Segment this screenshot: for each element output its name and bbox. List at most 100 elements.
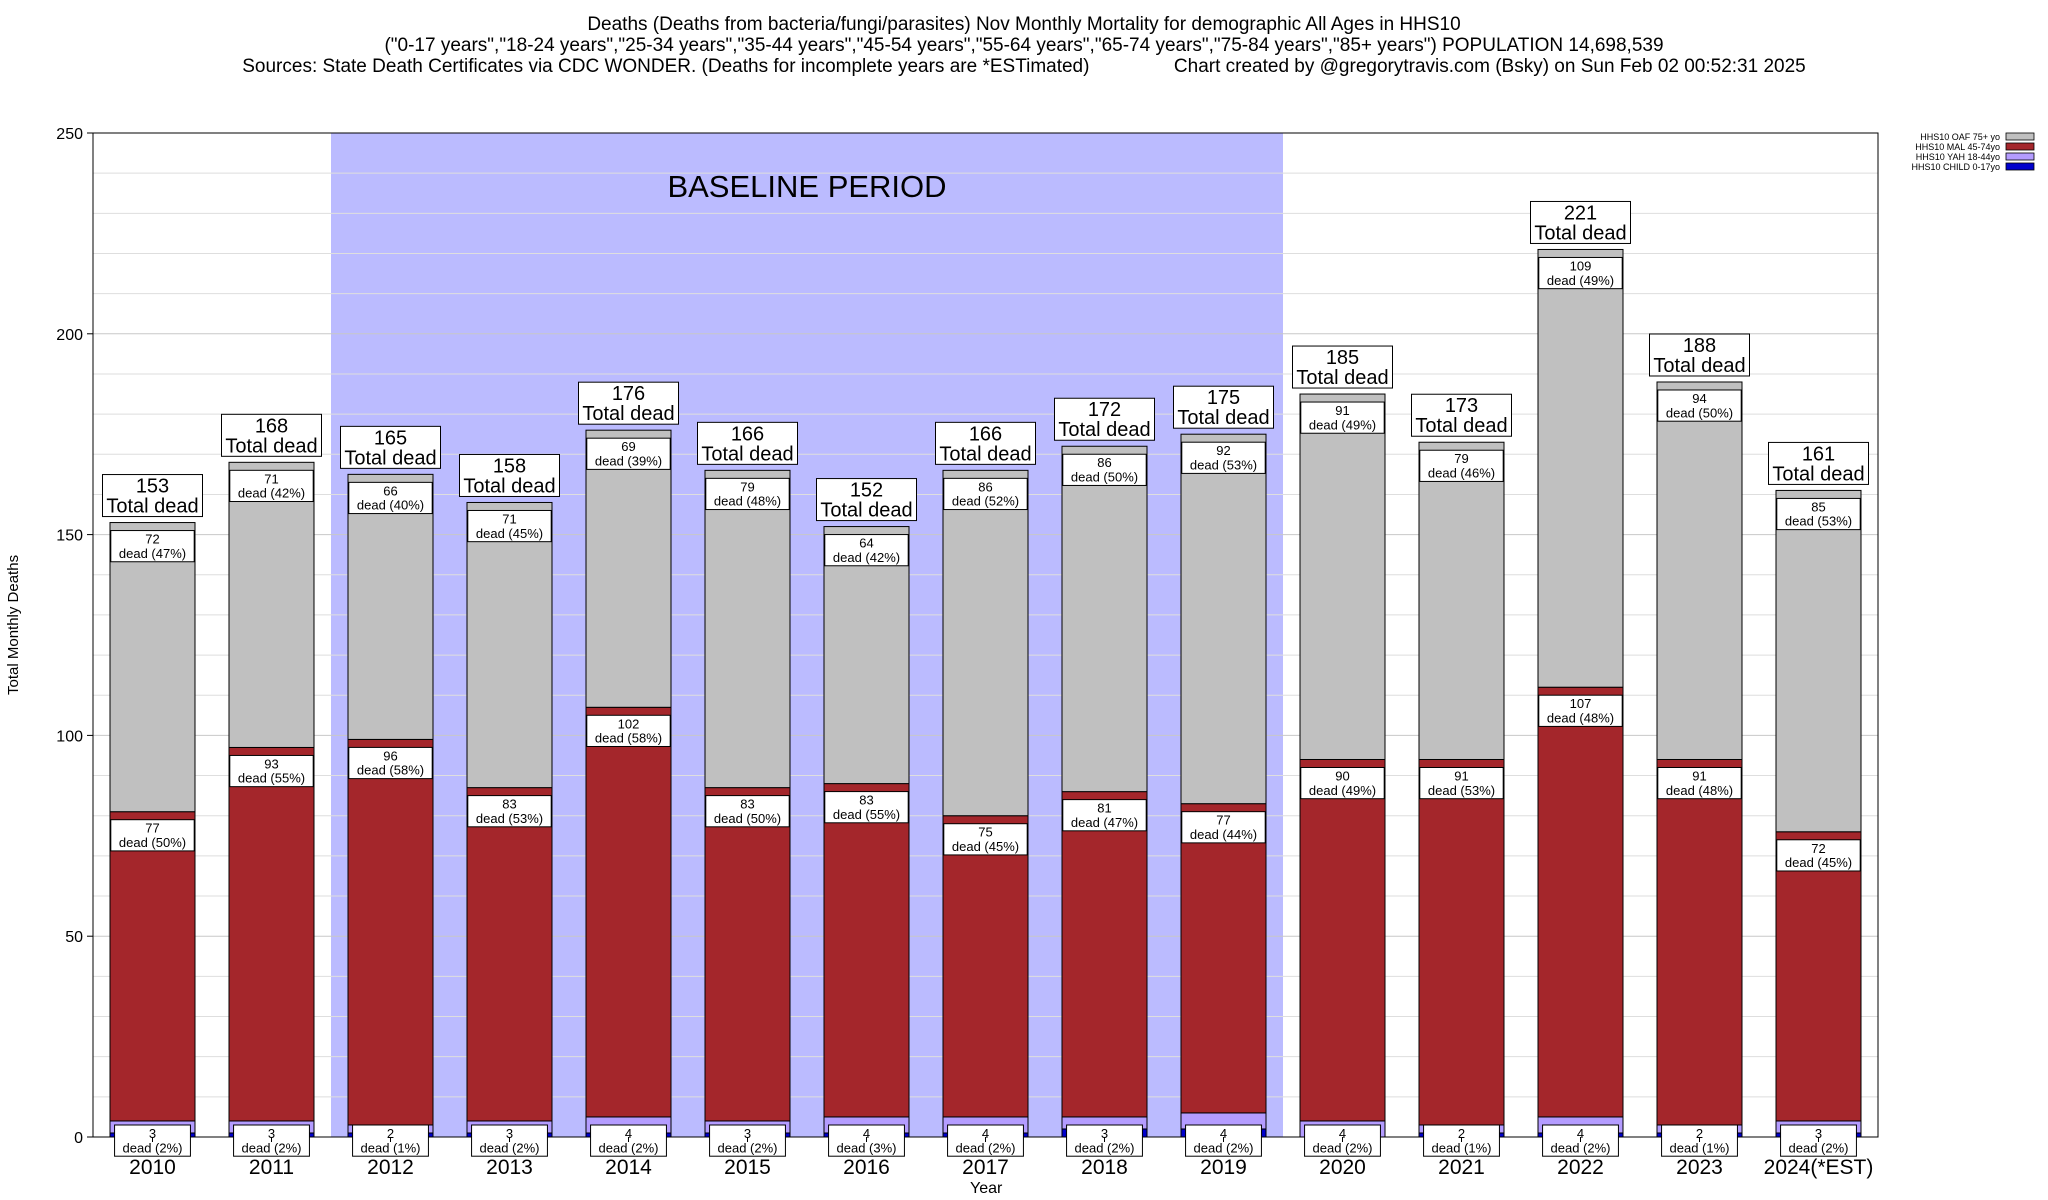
mal-label-count: 83 — [740, 797, 754, 812]
total-value: 158 — [493, 455, 526, 477]
mal-label-percent: dead (58%) — [595, 731, 662, 746]
yah-label-percent: dead (2%) — [1194, 1140, 1254, 1155]
oaf-label-count: 71 — [264, 471, 278, 486]
total-label: Total dead — [344, 447, 436, 469]
oaf-label-box — [348, 481, 433, 515]
baseline-period-label: BASELINE PERIOD — [667, 169, 946, 204]
legend-swatch — [2005, 162, 2035, 171]
x-tick-label: 2021 — [1438, 1156, 1485, 1179]
oaf-label-percent: dead (42%) — [238, 486, 305, 501]
total-label: Total dead — [1058, 419, 1150, 441]
oaf-label-box — [1300, 401, 1385, 434]
total-value: 153 — [136, 476, 169, 498]
total-label: Total dead — [939, 443, 1031, 465]
total-value: 166 — [731, 423, 764, 445]
mal-label-box — [1062, 799, 1147, 832]
mal-label-box — [824, 791, 909, 824]
oaf-label-count: 69 — [621, 439, 635, 454]
total-label: Total dead — [1415, 415, 1507, 437]
total-value: 161 — [1802, 443, 1835, 465]
oaf-label-box — [110, 530, 195, 563]
yah-label-count: 2 — [1458, 1126, 1465, 1141]
mal-label-box — [1181, 811, 1266, 844]
total-label: Total dead — [701, 443, 793, 465]
oaf-label-box — [229, 469, 314, 503]
total-box — [102, 474, 203, 518]
legend-label: HHS10 OAF 75+ yo — [1920, 132, 2000, 142]
total-value: 175 — [1207, 387, 1240, 409]
total-value: 176 — [612, 383, 645, 405]
mal-label-percent: dead (48%) — [1547, 711, 1614, 726]
total-value: 185 — [1326, 347, 1359, 369]
bar-segment-mal — [823, 783, 910, 1118]
mal-label-count: 93 — [264, 756, 278, 771]
yah-label-count: 3 — [268, 1126, 275, 1141]
mal-label-count: 90 — [1335, 768, 1349, 783]
oaf-label-count: 94 — [1692, 391, 1706, 406]
mal-label-percent: dead (44%) — [1190, 827, 1257, 842]
total-label: Total dead — [1177, 407, 1269, 429]
oaf-label-box — [1776, 497, 1861, 531]
legend-label: HHS10 CHILD 0-17yo — [1911, 162, 2000, 172]
yah-label-count: 2 — [1696, 1126, 1703, 1141]
yah-label-percent: dead (2%) — [1789, 1140, 1849, 1155]
bar-segment-mal — [1180, 803, 1267, 1114]
oaf-label-count: 64 — [859, 536, 873, 551]
oaf-label-count: 79 — [1454, 451, 1468, 466]
mal-label-percent: dead (55%) — [238, 771, 305, 786]
oaf-label-percent: dead (50%) — [1071, 470, 1138, 485]
bar-segment-mal — [1775, 831, 1862, 1122]
yah-label-percent: dead (2%) — [242, 1140, 302, 1155]
mal-label-count: 91 — [1454, 768, 1468, 783]
legend-swatch — [2005, 142, 2035, 151]
bar-segment-oaf — [942, 469, 1029, 817]
oaf-label-percent: dead (47%) — [119, 546, 186, 561]
oaf-label-count: 79 — [740, 479, 754, 494]
oaf-label-percent: dead (45%) — [476, 526, 543, 541]
legend-swatch — [2005, 132, 2035, 141]
yah-label-count: 4 — [982, 1126, 989, 1141]
total-box — [1054, 397, 1155, 441]
total-box — [578, 381, 679, 425]
total-label: Total dead — [820, 500, 912, 522]
yah-label-percent: dead (2%) — [1551, 1140, 1611, 1155]
x-tick-label: 2012 — [367, 1156, 414, 1179]
bar-segment-oaf — [704, 469, 791, 789]
title-line-1: Deaths (Deaths from bacteria/fungi/paras… — [587, 14, 1461, 35]
x-tick-label: 2016 — [843, 1156, 890, 1179]
total-box — [1411, 393, 1512, 437]
yah-label-percent: dead (2%) — [718, 1140, 778, 1155]
bar-segment-oaf — [1061, 445, 1148, 793]
mal-label-percent: dead (50%) — [119, 835, 186, 850]
mal-label-percent: dead (45%) — [952, 839, 1019, 854]
chart-titles: Deaths (Deaths from bacteria/fungi/paras… — [0, 14, 2048, 77]
yah-label-percent: dead (1%) — [1432, 1140, 1492, 1155]
yah-label-count: 3 — [149, 1126, 156, 1141]
yah-label-percent: dead (2%) — [123, 1140, 183, 1155]
total-box — [816, 478, 917, 522]
total-label: Total dead — [463, 475, 555, 497]
title-line-3: Sources: State Death Certificates via CD… — [242, 56, 1806, 77]
bar-segment-mal — [466, 787, 553, 1122]
oaf-label-percent: dead (49%) — [1547, 273, 1614, 288]
bar-segment-mal — [1299, 758, 1386, 1122]
title-line-2: ("0-17 years","18-24 years","25-34 years… — [384, 35, 1664, 56]
oaf-label-box — [943, 477, 1028, 511]
y-tick-label: 200 — [56, 327, 83, 344]
oaf-label-count: 72 — [145, 532, 159, 547]
mal-label-count: 77 — [1216, 813, 1230, 828]
x-tick-label: 2019 — [1200, 1156, 1247, 1179]
x-tick-label: 2023 — [1676, 1156, 1723, 1179]
total-label: Total dead — [1653, 355, 1745, 377]
mal-label-box — [1419, 766, 1504, 800]
bar-segment-mal — [1537, 686, 1624, 1118]
mal-label-box — [1776, 839, 1861, 872]
total-box — [221, 413, 322, 457]
bar-segment-oaf — [347, 473, 434, 740]
total-value: 165 — [374, 427, 407, 449]
total-value: 188 — [1683, 335, 1716, 357]
y-axis-title: Total Monthly Deaths — [5, 554, 22, 695]
yah-label-count: 4 — [625, 1126, 632, 1141]
mal-label-percent: dead (55%) — [833, 807, 900, 822]
mal-label-box — [1538, 694, 1623, 727]
